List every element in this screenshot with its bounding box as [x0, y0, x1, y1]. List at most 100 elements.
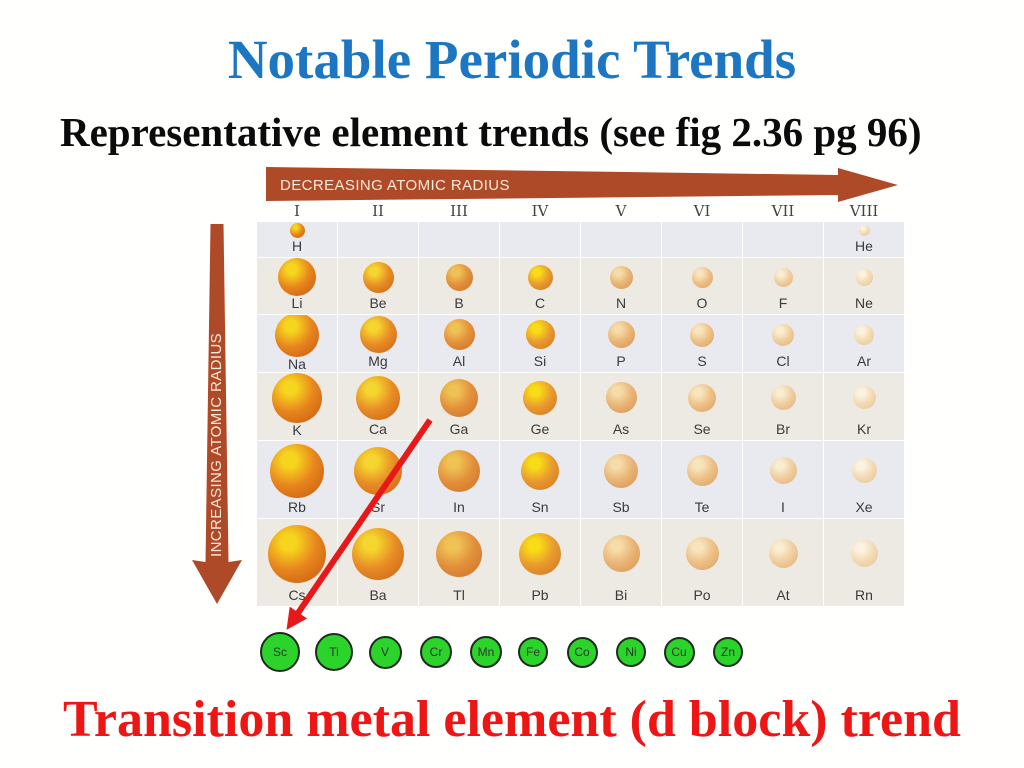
atom-sphere-icon: [362, 261, 394, 293]
atom-sphere-icon: [773, 267, 793, 287]
element-cell: Po: [662, 519, 742, 606]
element-symbol: F: [778, 295, 788, 311]
element-cell: Xe: [824, 441, 904, 518]
atom-sphere-icon: [440, 378, 478, 417]
group-header: VII: [771, 202, 795, 220]
element-symbol: As: [612, 421, 630, 437]
element-cell: [743, 222, 823, 257]
element-symbol: Pb: [531, 587, 549, 603]
element-cell: [500, 222, 580, 257]
group-header: VI: [693, 202, 711, 220]
decreasing-radius-label: DECREASING ATOMIC RADIUS: [280, 177, 510, 194]
period-row: Li Be B C N O F Ne: [257, 258, 904, 314]
element-cell: Pb: [500, 519, 580, 606]
element-cell: Ba: [338, 519, 418, 606]
element-cell: P: [581, 315, 661, 372]
atom-sphere-icon: [688, 383, 716, 412]
element-cell: [419, 222, 499, 257]
element-symbol: Cs: [288, 587, 306, 603]
element-symbol: Sn: [531, 499, 549, 515]
transition-metal-circle: Co: [566, 636, 598, 668]
element-symbol: Al: [452, 353, 466, 369]
atom-sphere-icon: [609, 265, 633, 289]
element-cell: Br: [743, 373, 823, 440]
atom-sphere-icon: [605, 382, 637, 413]
element-symbol: Cl: [776, 353, 790, 369]
element-cell: Sr: [338, 441, 418, 518]
element-cell: Se: [662, 373, 742, 440]
element-cell: Cs: [257, 519, 337, 606]
atom-sphere-icon: [854, 324, 874, 345]
atom-sphere-icon: [359, 316, 397, 353]
atom-sphere-icon: [438, 449, 480, 492]
period-row: Na Mg Al Si P S Cl Ar: [257, 315, 904, 372]
atom-sphere-icon: [770, 385, 796, 410]
atom-sphere-icon: [521, 451, 559, 490]
atom-sphere-icon: [769, 457, 797, 484]
element-cell: Sb: [581, 441, 661, 518]
element-symbol: Ge: [530, 421, 550, 437]
atom-sphere-icon: [527, 264, 553, 290]
element-symbol: Be: [369, 295, 387, 311]
decreasing-radius-arrow-icon: DECREASING ATOMIC RADIUS: [266, 167, 898, 202]
element-symbol: Xe: [855, 499, 873, 515]
atom-sphere-icon: [602, 535, 640, 572]
element-cell: O: [662, 258, 742, 314]
element-cell: I: [743, 441, 823, 518]
element-symbol: Rb: [288, 499, 306, 515]
element-symbol: At: [776, 587, 790, 603]
element-cell: Kr: [824, 373, 904, 440]
atom-sphere-icon: [436, 530, 482, 577]
group-header: II: [372, 202, 384, 220]
atom-sphere-icon: [607, 321, 635, 348]
transition-metal-circle: Zn: [713, 637, 743, 667]
atom-sphere-icon: [519, 532, 561, 575]
transition-metal-circle: Mn: [470, 636, 502, 668]
period-row: Rb Sr In Sn Sb Te I Xe: [257, 441, 904, 518]
element-symbol: O: [696, 295, 708, 311]
element-symbol: Mg: [368, 353, 388, 369]
element-symbol: S: [697, 353, 707, 369]
element-cell: [662, 222, 742, 257]
element-cell: Ge: [500, 373, 580, 440]
element-symbol: Rn: [855, 587, 873, 603]
transition-metal-circle: Ti: [315, 633, 353, 671]
element-symbol: Tl: [453, 587, 465, 603]
element-symbol: Na: [288, 356, 306, 372]
element-cell: Ga: [419, 373, 499, 440]
transition-metal-circle: Cr: [420, 636, 452, 668]
atom-sphere-icon: [352, 527, 404, 580]
element-cell: Ca: [338, 373, 418, 440]
atom-sphere-icon: [356, 375, 400, 420]
element-symbol: Po: [693, 587, 711, 603]
period-row: Cs Ba Tl Pb Bi Po At Rn: [257, 519, 904, 606]
element-cell: Cl: [743, 315, 823, 372]
element-symbol: Ne: [855, 295, 873, 311]
group-header: III: [450, 202, 468, 220]
atom-sphere-icon: [443, 319, 475, 350]
element-symbol: Se: [693, 421, 711, 437]
element-cell: Li: [257, 258, 337, 314]
element-cell: Si: [500, 315, 580, 372]
transition-metal-circle: Fe: [518, 637, 548, 667]
element-symbol: Li: [291, 295, 303, 311]
transition-metal-circle: Sc: [260, 632, 300, 672]
element-cell: Na: [257, 315, 337, 372]
atom-sphere-icon: [525, 320, 555, 349]
group-header: V: [615, 202, 627, 220]
element-symbol: K: [292, 422, 302, 438]
atom-sphere-icon: [275, 315, 319, 357]
atom-sphere-icon: [690, 322, 714, 347]
element-cell: Rb: [257, 441, 337, 518]
arrow-shape: [192, 224, 242, 604]
transition-metal-circle: Cu: [663, 636, 695, 668]
radius-grid: H He Li Be B C N O F Ne Na Mg Al Si P S Cl Ar K Ca Ga Ge As Se B…: [257, 222, 904, 606]
element-symbol: He: [855, 238, 873, 254]
element-symbol: C: [534, 295, 546, 311]
element-cell: C: [500, 258, 580, 314]
atom-sphere-icon: [289, 223, 305, 238]
atom-sphere-icon: [604, 453, 638, 488]
element-symbol: N: [615, 295, 627, 311]
element-cell: Be: [338, 258, 418, 314]
